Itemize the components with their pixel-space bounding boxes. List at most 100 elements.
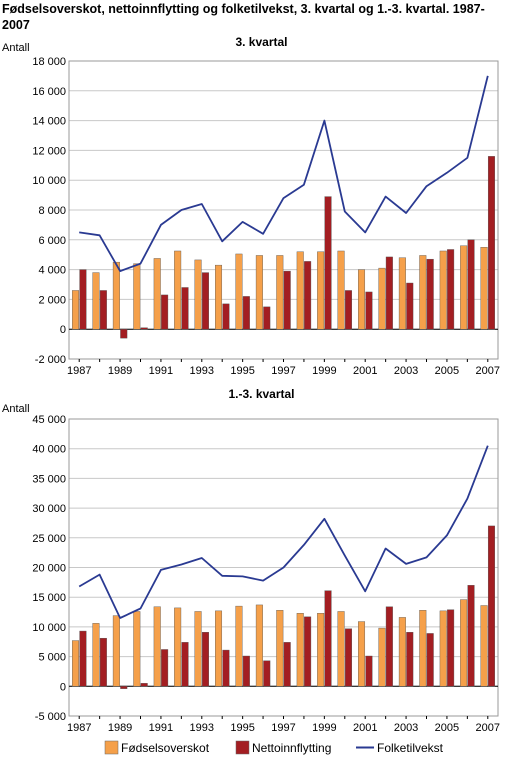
x-tick-label: 2005 — [435, 365, 459, 377]
bar-fodselsoverskot — [72, 290, 80, 330]
x-tick-label: 1991 — [149, 365, 173, 377]
y-tick-label: 15 000 — [32, 592, 66, 604]
bar-nettoinnflytting — [385, 256, 393, 330]
bar-fodselsoverskot — [112, 615, 120, 687]
bar-nettoinnflytting — [242, 655, 250, 687]
y-tick-label: 6 000 — [38, 235, 66, 247]
x-tick-label: 1993 — [190, 365, 214, 377]
bar-fodselsoverskot — [419, 610, 427, 687]
y-tick-label: 18 000 — [32, 56, 66, 68]
bar-nettoinnflytting — [99, 637, 107, 687]
x-tick-label: 2003 — [394, 722, 418, 734]
bar-fodselsoverskot — [174, 250, 182, 330]
bar-fodselsoverskot — [112, 261, 120, 330]
bar-nettoinnflytting — [324, 196, 332, 330]
x-tick-label: 2001 — [353, 365, 377, 377]
bar-nettoinnflytting — [242, 296, 250, 330]
panel-title: 3. kvartal — [235, 35, 287, 49]
x-tick-label: 1989 — [108, 722, 132, 734]
legend-swatch-fodselsoverskot — [104, 740, 119, 755]
bar-fodselsoverskot — [378, 627, 386, 687]
bar-nettoinnflytting — [385, 606, 393, 687]
bar-fodselsoverskot — [419, 255, 427, 330]
bar-nettoinnflytting — [120, 686, 128, 689]
x-tick-label: 1995 — [230, 365, 254, 377]
line-folketilvekst — [78, 445, 489, 619]
bar-fodselsoverskot — [235, 605, 243, 687]
bar-nettoinnflytting — [304, 261, 312, 330]
bar-fodselsoverskot — [215, 264, 223, 330]
y-tick-label: -5 000 — [35, 711, 66, 723]
x-tick-label: 1991 — [149, 722, 173, 734]
bar-fodselsoverskot — [480, 247, 488, 330]
legend-label-nettoinnflytting: Nettoinnflytting — [252, 741, 331, 755]
legend: Fødselsoverskot Nettoinnflytting Folketi… — [104, 740, 444, 755]
x-tick-label: 2007 — [476, 722, 500, 734]
bar-nettoinnflytting — [181, 642, 189, 687]
bar-nettoinnflytting — [344, 290, 352, 330]
y-tick-label: 2 000 — [38, 294, 66, 306]
y-axis-unit-label: Antall — [2, 403, 30, 415]
line-folketilvekst — [79, 75, 489, 273]
bar-nettoinnflytting — [406, 632, 414, 687]
bar-nettoinnflytting — [263, 306, 271, 330]
bar-nettoinnflytting — [201, 632, 209, 687]
bar-fodselsoverskot — [276, 255, 284, 330]
bar-fodselsoverskot — [378, 267, 386, 330]
y-tick-label: 4 000 — [38, 265, 66, 277]
bar-nettoinnflytting — [161, 649, 169, 687]
bar-nettoinnflytting — [79, 630, 87, 687]
bar-fodselsoverskot — [72, 640, 80, 687]
y-tick-label: 10 000 — [32, 622, 66, 634]
bar-fodselsoverskot — [460, 245, 468, 330]
y-tick-label: 12 000 — [32, 145, 66, 157]
y-tick-label: -2 000 — [35, 354, 66, 366]
bar-nettoinnflytting — [161, 294, 169, 330]
bar-nettoinnflytting — [99, 290, 107, 330]
x-tick-label: 2003 — [394, 365, 418, 377]
y-tick-label: 16 000 — [32, 86, 66, 98]
bar-nettoinnflytting — [426, 258, 434, 330]
bar-fodselsoverskot — [276, 610, 284, 687]
bar-nettoinnflytting — [365, 655, 373, 687]
bar-fodselsoverskot — [317, 251, 325, 330]
x-tick-label: 1993 — [190, 722, 214, 734]
y-tick-label: 25 000 — [32, 533, 66, 545]
bar-fodselsoverskot — [296, 251, 304, 330]
bar-nettoinnflytting — [365, 291, 373, 330]
bar-fodselsoverskot — [337, 250, 345, 330]
bar-nettoinnflytting — [283, 270, 291, 330]
bar-nettoinnflytting — [324, 590, 332, 687]
chart-panel-3-kvartal: 3. kvartal Antall -2 000 0 2 000 4 000 6 000 8 … — [2, 35, 500, 377]
bar-fodselsoverskot — [153, 606, 161, 687]
y-tick-label: 30 000 — [32, 503, 66, 515]
bar-nettoinnflytting — [181, 287, 189, 330]
bar-nettoinnflytting — [263, 660, 271, 687]
x-tick-label: 1989 — [108, 365, 132, 377]
bar-nettoinnflytting — [222, 649, 230, 687]
x-tick-label: 2007 — [476, 365, 500, 377]
bar-nettoinnflytting — [140, 683, 148, 687]
y-tick-label: 5 000 — [38, 652, 66, 664]
bar-fodselsoverskot — [337, 611, 345, 687]
bar-fodselsoverskot — [317, 613, 325, 687]
bar-fodselsoverskot — [174, 607, 182, 687]
bar-nettoinnflytting — [467, 239, 475, 330]
legend-label-fodselsoverskot: Fødselsoverskot — [121, 741, 210, 755]
bar-nettoinnflytting — [222, 303, 230, 330]
bar-nettoinnflytting — [201, 272, 209, 330]
x-tick-label: 1999 — [312, 365, 336, 377]
y-tick-label: 8 000 — [38, 205, 66, 217]
bar-nettoinnflytting — [79, 269, 87, 330]
legend-swatch-nettoinnflytting — [235, 740, 250, 755]
bar-nettoinnflytting — [406, 282, 414, 330]
bar-nettoinnflytting — [304, 616, 312, 687]
chart-panel-1-3-kvartal: 1.-3. kvartal Antall -5 000 0 5 000 10 000 15 … — [2, 387, 500, 734]
bar-fodselsoverskot — [460, 599, 468, 687]
bar-fodselsoverskot — [92, 272, 100, 330]
x-tick-label: 1997 — [271, 365, 295, 377]
panel-title: 1.-3. kvartal — [228, 387, 294, 401]
bar-fodselsoverskot — [480, 605, 488, 687]
bar-fodselsoverskot — [133, 263, 141, 330]
